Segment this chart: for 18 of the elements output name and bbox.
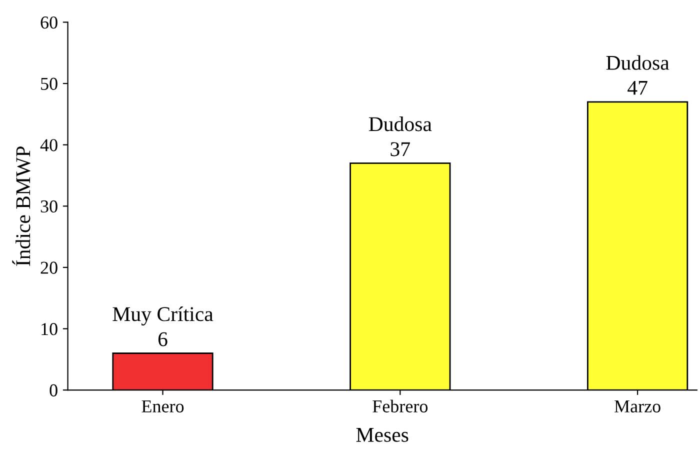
data-label: 37 (390, 142, 410, 156)
y-tick-label: 40 (40, 139, 58, 152)
y-tick-label: 10 (42, 322, 58, 336)
y-tick-label: 0 (50, 384, 58, 396)
x-axis-title: Meses (356, 428, 408, 442)
annotation: Dudosa (606, 55, 670, 70)
annotation: Muy Crítica (112, 306, 214, 326)
data-label: 6 (158, 332, 168, 346)
x-tick-label: Enero (142, 400, 184, 412)
y-tick-label: 20 (40, 262, 58, 274)
y-tick-label: 50 (41, 78, 58, 90)
x-tick-label: Febrero (372, 400, 428, 412)
x-tick-label: Marzo (614, 400, 660, 412)
y-tick-label: 30 (40, 200, 58, 213)
y-axis-title: Índice BMWP (12, 146, 30, 266)
y-tick-label: 60 (40, 16, 58, 29)
annotation: Dudosa (368, 116, 432, 132)
data-label: 47 (628, 80, 648, 95)
